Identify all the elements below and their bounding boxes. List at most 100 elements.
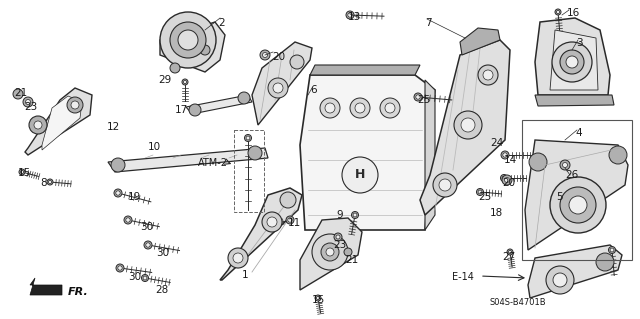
Circle shape: [550, 177, 606, 233]
Polygon shape: [535, 18, 610, 95]
Circle shape: [321, 243, 339, 261]
Text: 9: 9: [336, 210, 342, 220]
Circle shape: [556, 10, 559, 14]
Circle shape: [182, 79, 188, 85]
Circle shape: [144, 241, 152, 249]
Circle shape: [19, 169, 25, 175]
Circle shape: [344, 248, 352, 256]
Circle shape: [507, 249, 513, 255]
Circle shape: [262, 53, 268, 57]
Polygon shape: [108, 148, 268, 172]
Circle shape: [71, 101, 79, 109]
Circle shape: [353, 213, 357, 217]
Text: 12: 12: [107, 122, 120, 132]
Text: 5: 5: [556, 192, 563, 202]
Circle shape: [385, 103, 395, 113]
Circle shape: [478, 190, 482, 194]
Polygon shape: [310, 65, 420, 75]
Circle shape: [346, 11, 354, 19]
Circle shape: [325, 103, 335, 113]
Circle shape: [312, 234, 348, 270]
Circle shape: [500, 174, 508, 182]
Circle shape: [477, 189, 483, 196]
Circle shape: [336, 235, 340, 239]
Circle shape: [334, 233, 342, 241]
Circle shape: [529, 153, 547, 171]
Circle shape: [596, 253, 614, 271]
Text: 26: 26: [565, 170, 579, 180]
Circle shape: [326, 248, 334, 256]
Polygon shape: [30, 278, 62, 295]
Circle shape: [246, 136, 250, 140]
Text: 14: 14: [504, 155, 517, 165]
Circle shape: [114, 189, 122, 197]
Circle shape: [26, 100, 31, 105]
Text: S04S-B4701B: S04S-B4701B: [490, 298, 547, 307]
Circle shape: [290, 55, 304, 69]
Text: 23: 23: [333, 240, 346, 250]
Circle shape: [350, 98, 370, 118]
Text: 1: 1: [242, 270, 248, 280]
Text: 24: 24: [490, 138, 503, 148]
Polygon shape: [300, 218, 362, 290]
Circle shape: [233, 253, 243, 263]
Text: 28: 28: [155, 285, 168, 295]
Text: 16: 16: [567, 8, 580, 18]
Circle shape: [414, 93, 422, 101]
Circle shape: [552, 42, 592, 82]
Text: 29: 29: [158, 75, 172, 85]
Circle shape: [67, 97, 83, 113]
Text: 15: 15: [312, 295, 325, 305]
Polygon shape: [252, 42, 312, 125]
Circle shape: [454, 111, 482, 139]
Text: 20: 20: [272, 52, 285, 62]
Circle shape: [569, 196, 587, 214]
Text: 3: 3: [576, 38, 582, 48]
Polygon shape: [220, 188, 302, 280]
Circle shape: [244, 135, 252, 142]
Circle shape: [200, 45, 210, 55]
Text: 10: 10: [148, 142, 161, 152]
Circle shape: [47, 179, 53, 185]
Circle shape: [34, 121, 42, 129]
Circle shape: [124, 216, 132, 224]
Circle shape: [189, 104, 201, 116]
Text: 20: 20: [502, 178, 515, 188]
Text: 2: 2: [218, 18, 225, 28]
Circle shape: [286, 216, 294, 224]
Circle shape: [183, 80, 187, 84]
Bar: [234, 130, 264, 212]
Circle shape: [13, 89, 23, 99]
Circle shape: [288, 218, 292, 222]
Text: 6: 6: [310, 85, 317, 95]
Polygon shape: [528, 245, 622, 298]
Circle shape: [560, 50, 584, 74]
Text: 4: 4: [575, 128, 582, 138]
Circle shape: [316, 296, 319, 300]
Polygon shape: [535, 95, 614, 106]
Text: 18: 18: [490, 208, 503, 218]
Text: 21: 21: [14, 88, 28, 98]
Circle shape: [49, 180, 52, 184]
Circle shape: [478, 65, 498, 85]
Circle shape: [566, 56, 578, 68]
Text: 27: 27: [502, 252, 515, 262]
Circle shape: [273, 83, 283, 93]
Polygon shape: [186, 95, 252, 114]
Circle shape: [260, 50, 270, 60]
Circle shape: [348, 13, 352, 17]
Circle shape: [315, 295, 321, 301]
Circle shape: [483, 70, 493, 80]
Circle shape: [280, 192, 296, 208]
Text: 21: 21: [345, 255, 358, 265]
Text: E-14: E-14: [452, 272, 474, 282]
Text: 19: 19: [128, 192, 141, 202]
Circle shape: [355, 103, 365, 113]
Circle shape: [238, 92, 250, 104]
Circle shape: [502, 175, 512, 185]
Circle shape: [118, 266, 122, 270]
Circle shape: [116, 264, 124, 272]
Polygon shape: [525, 140, 628, 250]
Circle shape: [610, 248, 614, 252]
Bar: [522, 120, 632, 260]
